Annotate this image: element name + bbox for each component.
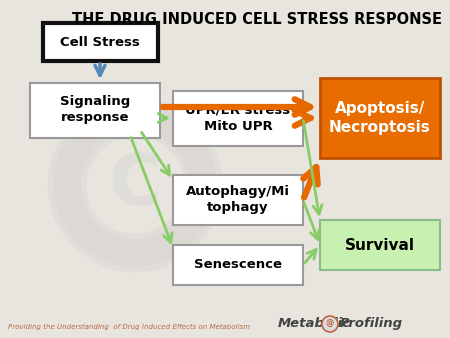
Text: C: C [108,150,162,219]
Text: Senescence: Senescence [194,259,282,271]
FancyBboxPatch shape [320,220,440,270]
Text: Providing the Understanding  of Drug Induced Effects on Metabolism: Providing the Understanding of Drug Indu… [8,324,250,330]
Text: Survival: Survival [345,238,415,252]
Text: @: @ [326,319,334,329]
Text: Signaling
response: Signaling response [60,96,130,124]
Text: THE DRUG INDUCED CELL STRESS RESPONSE: THE DRUG INDUCED CELL STRESS RESPONSE [72,12,441,27]
FancyBboxPatch shape [173,91,303,145]
Text: Metabolic: Metabolic [278,317,351,330]
FancyBboxPatch shape [173,175,303,225]
Text: Apoptosis/
Necroptosis: Apoptosis/ Necroptosis [329,101,431,135]
Text: UPR/ER stress
Mito UPR: UPR/ER stress Mito UPR [185,103,291,132]
Text: Profiling: Profiling [340,317,403,330]
Text: Autophagy/Mi
tophagy: Autophagy/Mi tophagy [186,186,290,215]
FancyBboxPatch shape [30,82,160,138]
FancyBboxPatch shape [42,23,158,61]
Text: Cell Stress: Cell Stress [60,35,140,48]
FancyBboxPatch shape [320,78,440,158]
FancyBboxPatch shape [173,245,303,285]
Circle shape [322,316,338,332]
